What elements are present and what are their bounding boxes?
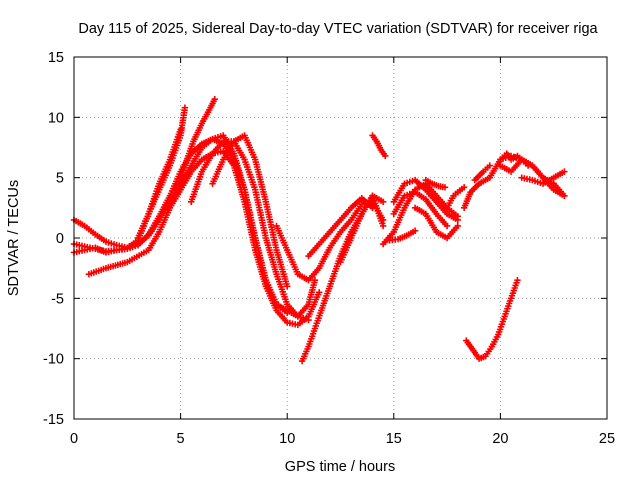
series-22: [471, 162, 493, 184]
series-6: [173, 96, 218, 193]
series-20: [443, 184, 468, 212]
series-trace: [445, 185, 466, 209]
x-axis-label: GPS time / hours: [285, 459, 395, 475]
y-tick-label: 15: [48, 50, 64, 66]
series-7: [188, 138, 319, 320]
y-tick-label: -10: [43, 352, 64, 368]
series-12: [337, 192, 387, 266]
x-tick-label: 25: [599, 431, 615, 447]
series-26: [463, 277, 521, 362]
series-trace: [73, 128, 183, 256]
grid-lines: [74, 57, 607, 419]
series-9: [273, 198, 387, 284]
series-13: [369, 132, 389, 160]
series-17: [386, 227, 419, 244]
series-24: [518, 168, 568, 187]
series-23: [497, 156, 568, 199]
series-19: [422, 176, 449, 191]
x-tick-label: 10: [279, 431, 295, 447]
y-tick-label: -5: [51, 291, 64, 307]
series-trace: [473, 164, 491, 182]
x-tick-label: 5: [177, 431, 185, 447]
series-trace: [174, 98, 217, 191]
series-25: [497, 150, 532, 169]
y-tick-label: 10: [48, 110, 64, 126]
data-markers: [70, 96, 568, 365]
x-tick-label: 20: [492, 431, 508, 447]
y-axis-label: SDTVAR / TECUs: [6, 180, 22, 296]
x-tick-label: 0: [70, 431, 78, 447]
series-trace: [210, 133, 290, 288]
series-11: [305, 194, 376, 260]
series-5: [85, 147, 323, 329]
series-trace: [274, 199, 385, 283]
y-tick-label: 0: [56, 231, 64, 247]
y-tick-label: -15: [43, 412, 64, 428]
series-trace: [499, 152, 530, 167]
series-4: [134, 104, 189, 242]
series-3: [70, 126, 184, 256]
series-trace: [391, 177, 459, 222]
series-trace: [424, 178, 446, 191]
series-8: [209, 132, 291, 290]
series-trace: [338, 193, 385, 263]
y-tick-label: 5: [56, 171, 64, 187]
series-trace: [391, 189, 449, 228]
chart-title: Day 115 of 2025, Sidereal Day-to-day VTE…: [78, 21, 598, 37]
series-15: [390, 176, 461, 224]
series-trace: [188, 138, 318, 318]
series-16: [390, 188, 451, 230]
series-trace: [307, 196, 374, 258]
series-trace: [370, 134, 388, 158]
series-trace: [135, 107, 188, 239]
series-trace: [414, 205, 460, 240]
series-trace: [464, 279, 520, 362]
x-tick-label: 15: [386, 431, 402, 447]
axis-ticks: 0 5 10 15 20 25 -15 -10 -5 0 5 10 15: [43, 50, 615, 447]
series-18: [411, 204, 461, 242]
series-trace: [389, 228, 417, 244]
series-trace: [521, 169, 566, 186]
